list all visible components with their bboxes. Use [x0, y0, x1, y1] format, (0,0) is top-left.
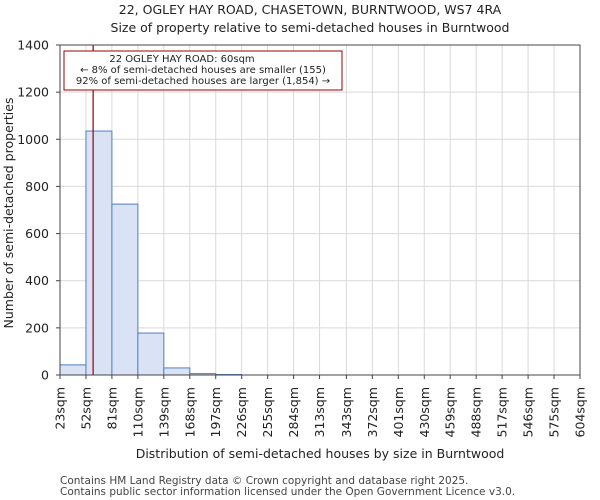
axes-group: [56, 44, 581, 379]
bar-23sqm: [59, 364, 87, 376]
bar-52sqm: [85, 130, 113, 376]
x-tick-label-604sqm: 604sqm: [573, 387, 588, 437]
y-tick-label-400: 400: [25, 273, 49, 288]
x-tick-label-226sqm: 226sqm: [234, 387, 249, 437]
x-tick-label-430sqm: 430sqm: [417, 387, 432, 437]
y-tick-label-200: 200: [25, 320, 49, 335]
y-tick-label-1000: 1000: [17, 132, 49, 147]
bar-139sqm: [163, 367, 191, 376]
x-tick-label-197sqm: 197sqm: [208, 387, 223, 437]
footer-line2: Contains public sector information licen…: [60, 486, 515, 498]
y-tick-label-800: 800: [25, 179, 49, 194]
x-tick-label-168sqm: 168sqm: [182, 387, 197, 437]
x-tick-label-488sqm: 488sqm: [469, 387, 484, 437]
x-tick-label-52sqm: 52sqm: [78, 387, 93, 430]
x-tick-label-139sqm: 139sqm: [156, 387, 171, 437]
x-tick-label-81sqm: 81sqm: [104, 387, 119, 430]
annotation-frame: [63, 50, 343, 91]
y-tick-label-1200: 1200: [17, 85, 49, 100]
y-tick-label-600: 600: [25, 226, 49, 241]
chart-title-line1: 22, OGLEY HAY ROAD, CHASETOWN, BURNTWOOD…: [119, 2, 502, 17]
x-tick-label-459sqm: 459sqm: [443, 387, 458, 437]
x-tick-label-546sqm: 546sqm: [521, 387, 536, 437]
bar-81sqm: [111, 203, 139, 376]
x-tick-label-313sqm: 313sqm: [312, 387, 327, 437]
y-tick-label-1400: 1400: [17, 38, 49, 53]
footer-line1: Contains HM Land Registry data © Crown c…: [60, 475, 468, 487]
chart-title-line2: Size of property relative to semi-detach…: [111, 20, 510, 35]
annotation-line3: 92% of semi-detached houses are larger (…: [76, 76, 330, 87]
x-tick-label-517sqm: 517sqm: [495, 387, 510, 437]
x-tick-label-372sqm: 372sqm: [365, 387, 380, 437]
bars-group: [59, 130, 243, 376]
y-axis-label: Number of semi-detached properties: [1, 98, 16, 329]
x-tick-labels: 23sqm 52sqm 81sqm 110sqm 139sqm 168sqm 197sqm 2…: [53, 387, 588, 437]
x-tick-label-110sqm: 110sqm: [130, 387, 145, 437]
y-tick-label-0: 0: [41, 368, 49, 383]
x-tick-label-255sqm: 255sqm: [260, 387, 275, 437]
x-tick-label-23sqm: 23sqm: [53, 387, 68, 430]
x-tick-label-401sqm: 401sqm: [391, 387, 406, 437]
x-tick-label-575sqm: 575sqm: [547, 387, 562, 437]
annotation-line2: ← 8% of semi-detached houses are smaller…: [80, 65, 326, 76]
y-tick-labels: 0 200 400 600 800 1000 1200 1400: [17, 38, 49, 383]
annotation-box: 22 OGLEY HAY ROAD: 60sqm ← 8% of semi-de…: [63, 50, 343, 91]
bar-110sqm: [137, 332, 165, 376]
x-axis-label: Distribution of semi-detached houses by …: [136, 446, 505, 461]
annotation-line1: 22 OGLEY HAY ROAD: 60sqm: [109, 54, 254, 65]
x-tick-label-284sqm: 284sqm: [286, 387, 301, 437]
x-tick-label-343sqm: 343sqm: [339, 387, 354, 437]
